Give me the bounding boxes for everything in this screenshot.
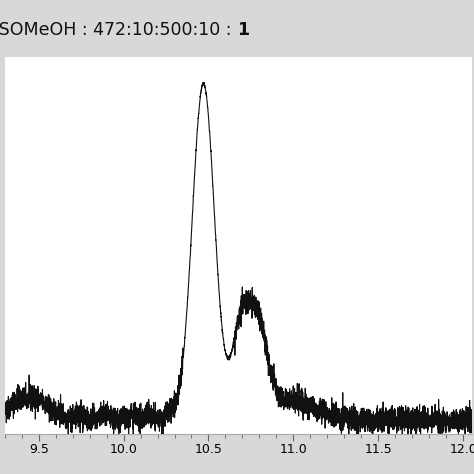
Text: Lycopene_DMSOMeOH : 472:10:500:10 :: Lycopene_DMSOMeOH : 472:10:500:10 : bbox=[0, 21, 237, 39]
Text: 1: 1 bbox=[237, 21, 249, 39]
